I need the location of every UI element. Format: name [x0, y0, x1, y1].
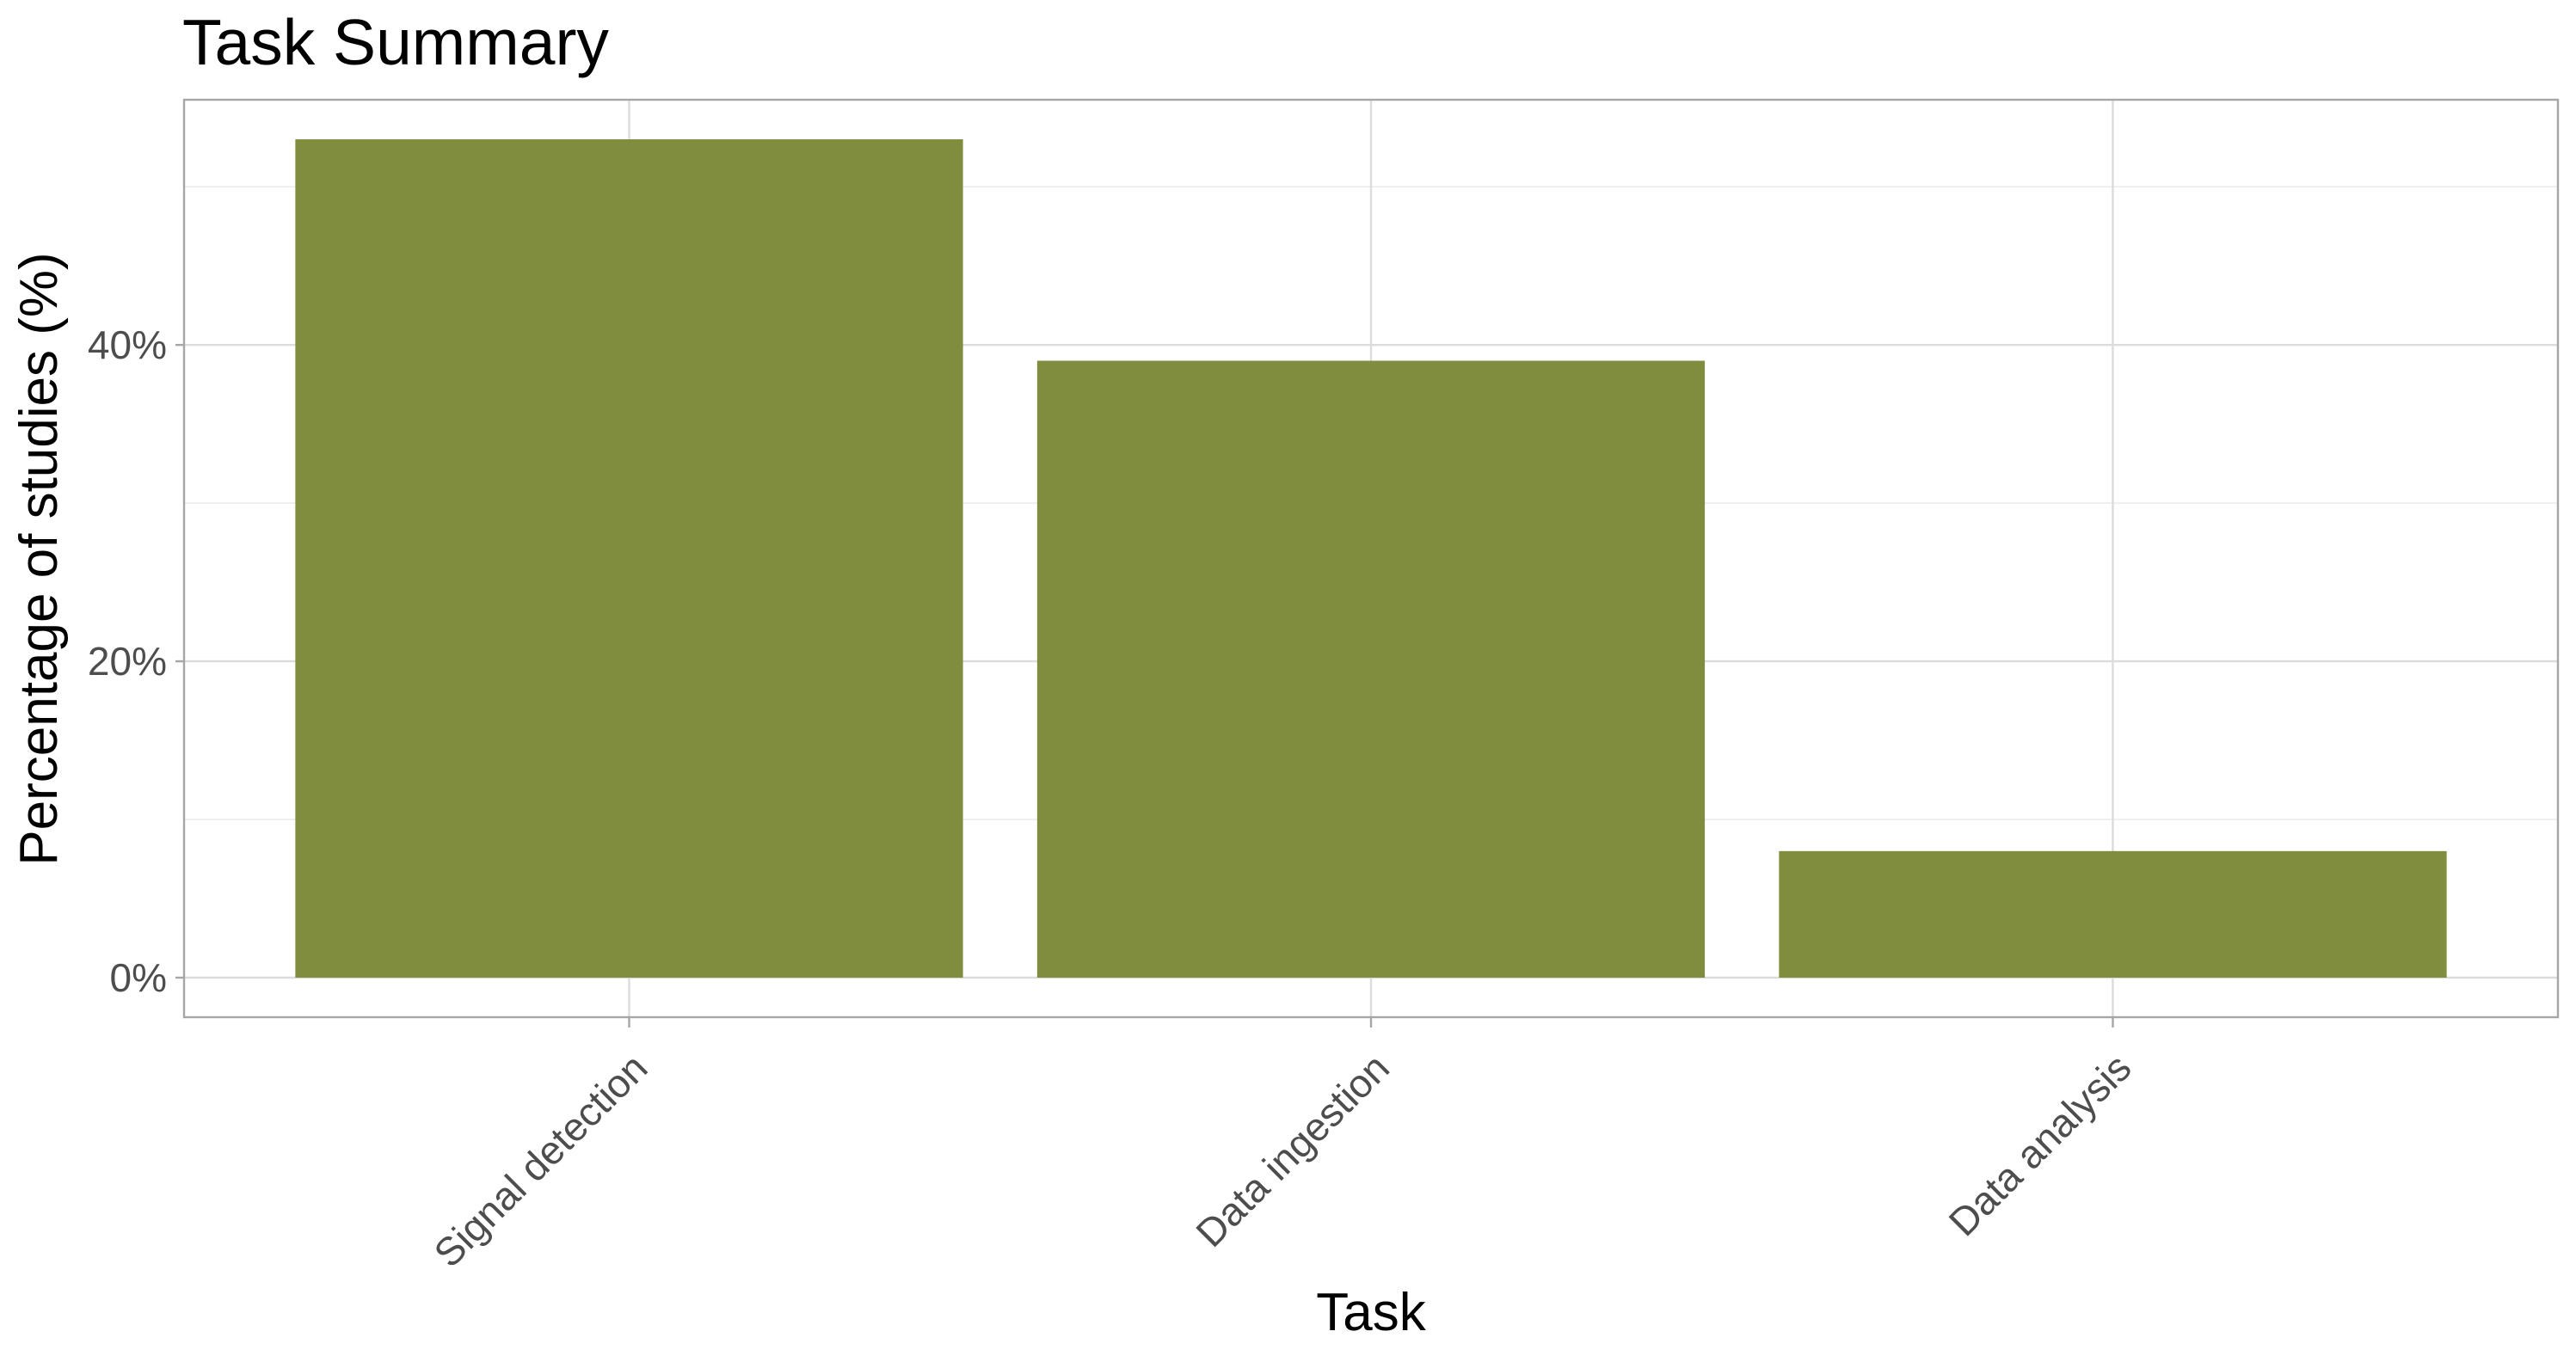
bar [295, 138, 963, 979]
x-tick-label: Data analysis [1940, 1045, 2140, 1244]
y-tick-label: 20% [88, 639, 167, 684]
y-axis-title: Percentage of studies (%) [9, 252, 69, 865]
bars [295, 138, 2447, 979]
x-axis-title: Task [1316, 1283, 1426, 1342]
bar [1779, 850, 2447, 979]
bar [1036, 360, 1706, 979]
y-tick-label: 0% [110, 955, 167, 1000]
y-tick-label: 40% [88, 322, 167, 367]
y-axis-ticks: 0% 20% 40% [88, 322, 184, 1000]
chart-title: Task Summary [182, 6, 609, 78]
x-axis-ticks: Signal detection Data ingestion Data analy… [425, 1017, 2140, 1276]
x-tick-label: Signal detection [425, 1045, 655, 1275]
x-tick-label: Data ingestion [1187, 1045, 1398, 1255]
